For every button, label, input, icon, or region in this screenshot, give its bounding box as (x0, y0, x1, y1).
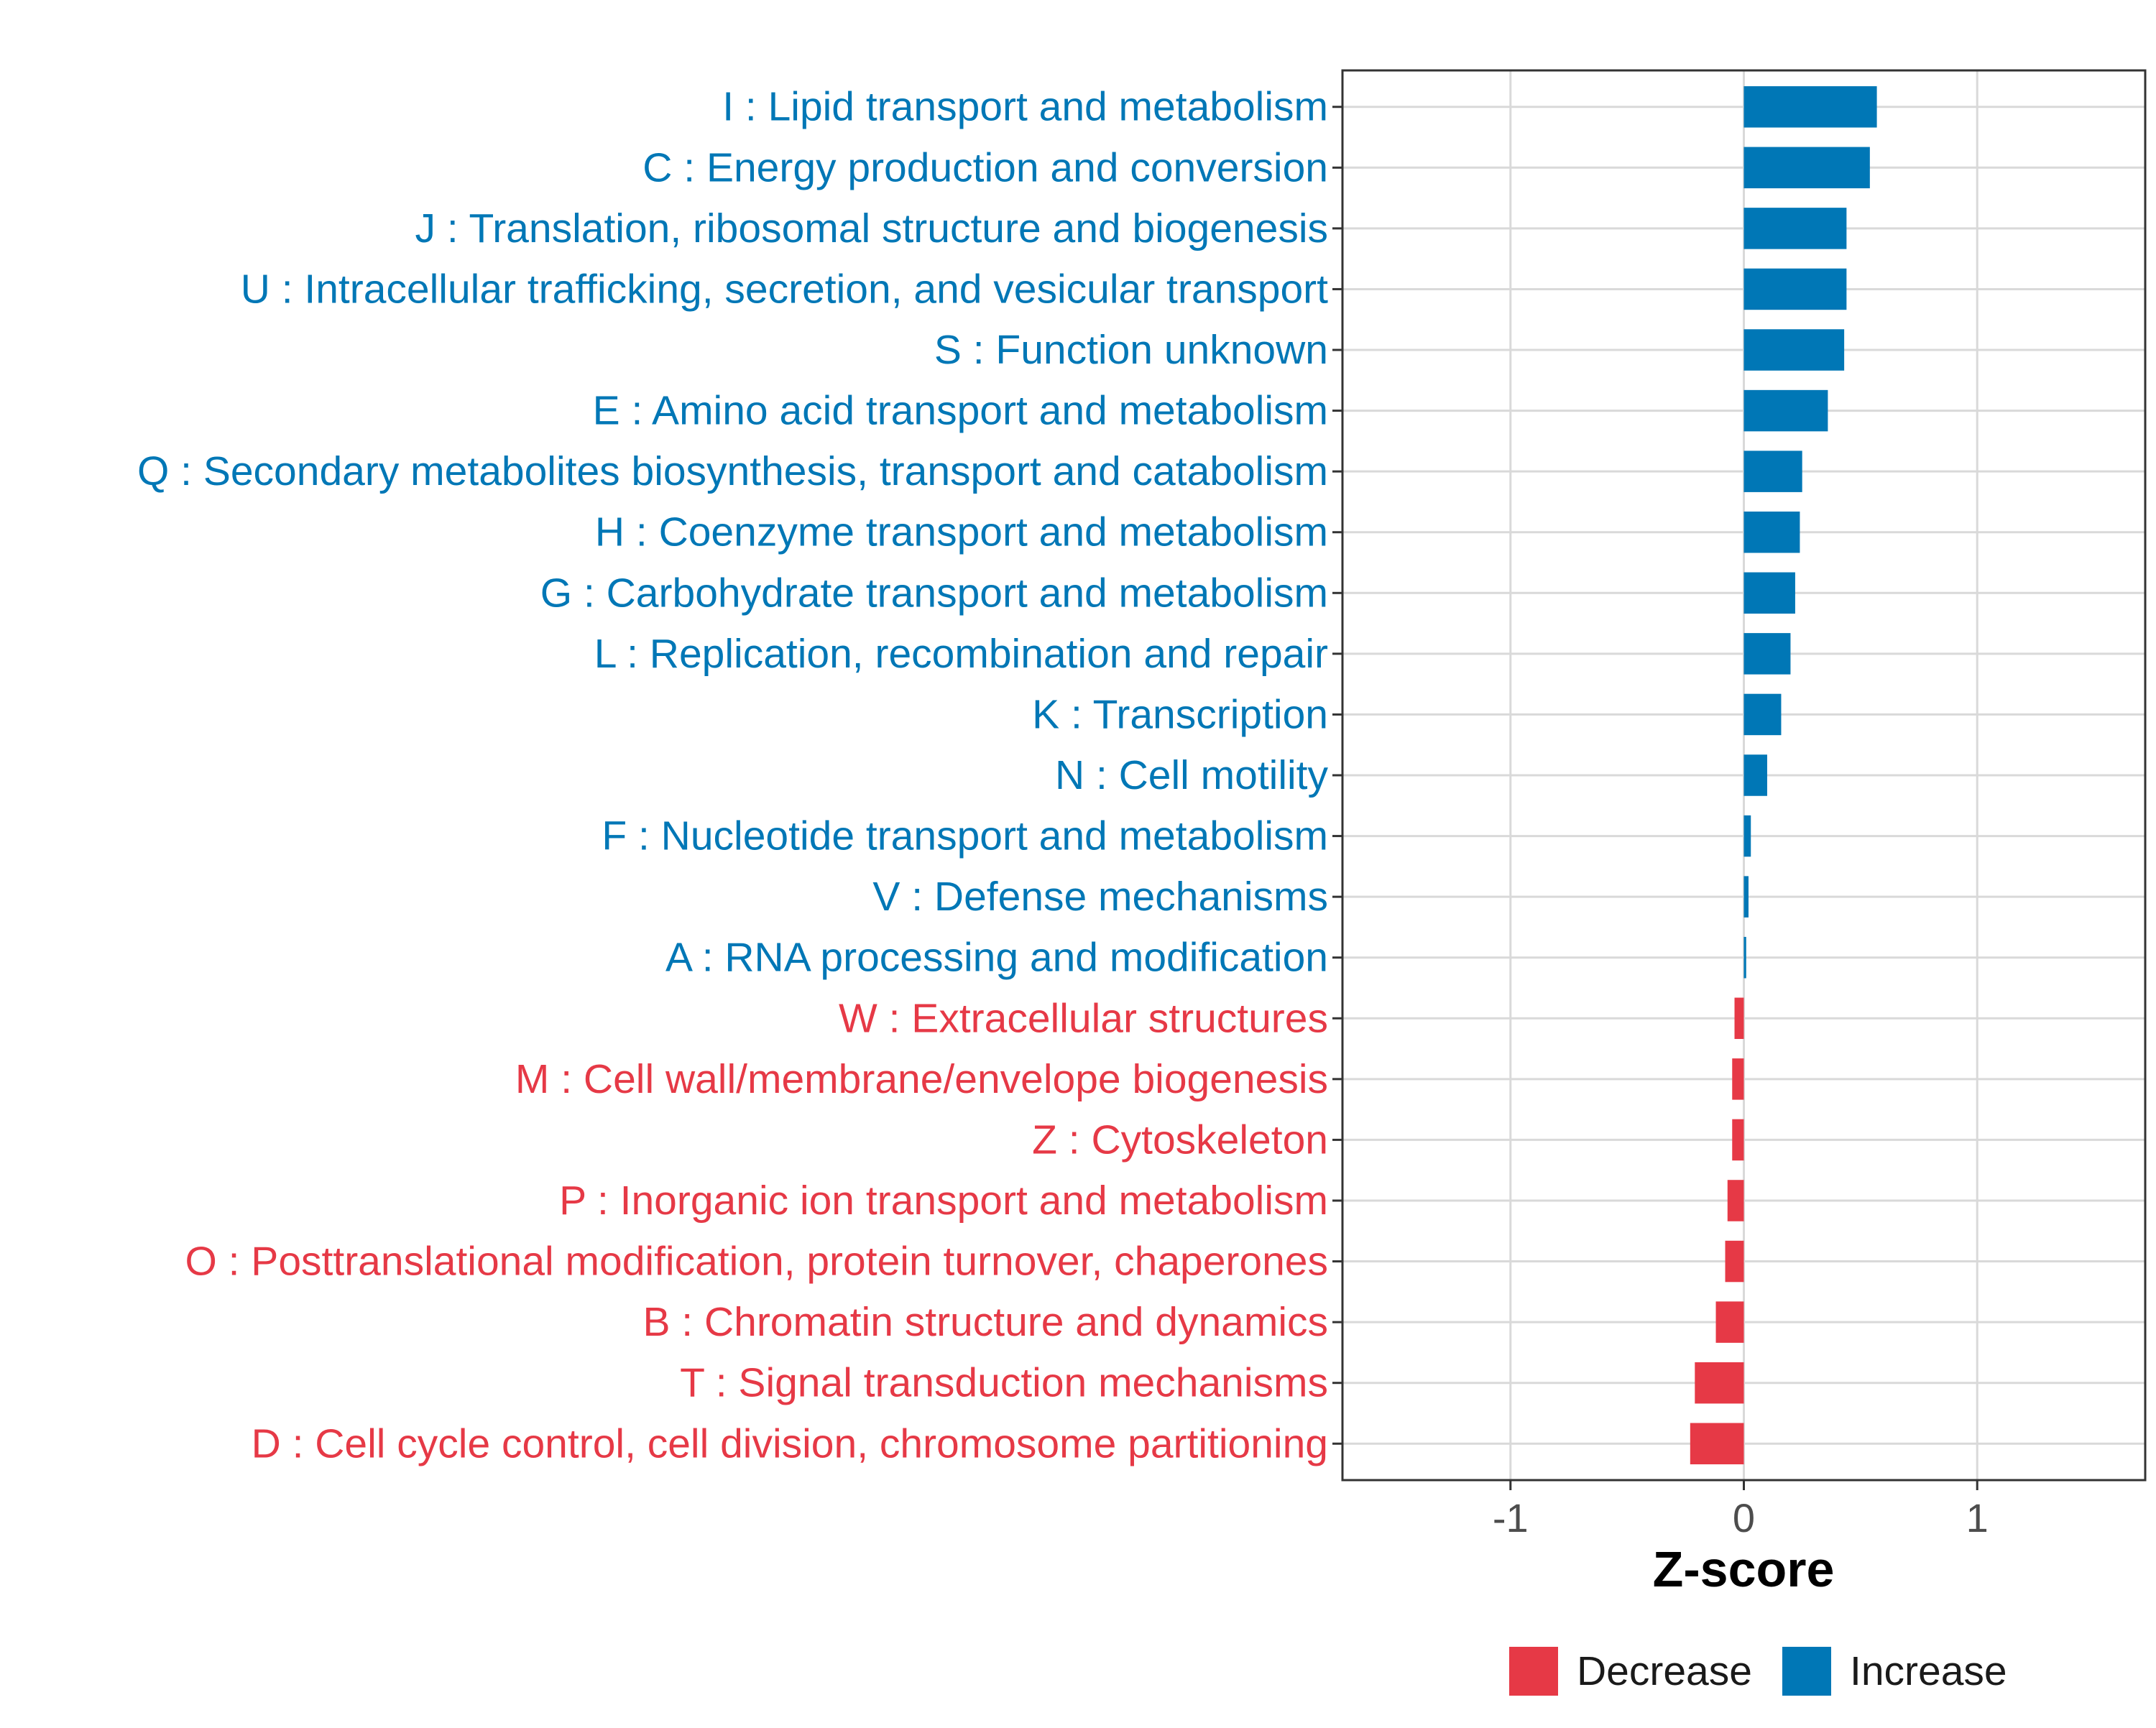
legend-label: Decrease (1577, 1648, 1752, 1694)
category-label: L : Replication, recombination and repai… (594, 631, 1328, 677)
bar (1743, 936, 1746, 979)
bar (1743, 329, 1845, 371)
legend-swatch (1509, 1647, 1558, 1696)
category-label: F : Nucleotide transport and metabolism (602, 813, 1328, 859)
legend: Decrease Increase (1509, 1647, 2007, 1696)
category-label: E : Amino acid transport and metabolism (593, 388, 1328, 434)
category-label: H : Coenzyme transport and metabolism (595, 509, 1328, 555)
bars (1690, 86, 1877, 1465)
bar (1727, 1180, 1744, 1221)
x-tick-label: -1 (1493, 1495, 1529, 1540)
bar (1743, 693, 1782, 736)
category-label: D : Cell cycle control, cell division, c… (252, 1420, 1328, 1466)
category-label: U : Intracellular trafficking, secretion… (241, 266, 1328, 312)
bar (1743, 572, 1795, 614)
category-label: V : Defense mechanisms (872, 874, 1328, 920)
category-label: B : Chromatin structure and dynamics (642, 1299, 1328, 1345)
x-tick-label: 0 (1733, 1495, 1755, 1540)
bar (1743, 815, 1751, 857)
bar (1743, 511, 1800, 553)
category-label: Z : Cytoskeleton (1032, 1117, 1328, 1163)
category-label: W : Extracellular structures (839, 995, 1328, 1041)
category-label: K : Transcription (1032, 691, 1328, 737)
bar (1743, 389, 1828, 432)
bar (1715, 1301, 1744, 1343)
y-axis-ticks (1332, 106, 1342, 1445)
bar (1743, 268, 1847, 310)
bar (1732, 1119, 1744, 1161)
category-label: N : Cell motility (1055, 752, 1329, 798)
category-label: Q : Secondary metabolites biosynthesis, … (137, 448, 1328, 494)
bar (1743, 876, 1749, 918)
bar (1743, 147, 1870, 189)
category-label: T : Signal transduction mechanisms (680, 1360, 1328, 1406)
category-label: P : Inorganic ion transport and metaboli… (559, 1178, 1328, 1224)
category-label: I : Lipid transport and metabolism (722, 84, 1328, 130)
x-axis-ticks (1509, 1480, 1978, 1490)
category-label: J : Translation, ribosomal structure and… (415, 205, 1328, 251)
bar (1743, 86, 1877, 128)
x-axis-title: Z-score (1653, 1541, 1835, 1597)
bar (1743, 451, 1802, 492)
category-label: S : Function unknown (934, 327, 1328, 373)
category-label: G : Carbohydrate transport and metabolis… (540, 570, 1328, 616)
x-tick-label: 1 (1966, 1495, 1989, 1540)
bar (1690, 1423, 1744, 1465)
category-label: A : RNA processing and modification (665, 935, 1328, 981)
bar (1725, 1240, 1744, 1283)
y-axis-labels: I : Lipid transport and metabolism C : En… (137, 84, 1329, 1467)
category-label: M : Cell wall/membrane/envelope biogenes… (515, 1056, 1328, 1102)
category-label: O : Posttranslational modification, prot… (185, 1239, 1328, 1285)
bar (1743, 208, 1847, 249)
legend-swatch (1782, 1647, 1831, 1696)
bar (1695, 1362, 1744, 1404)
bar (1743, 633, 1791, 675)
category-label: C : Energy production and conversion (642, 144, 1328, 190)
legend-label: Increase (1850, 1648, 2007, 1694)
bar (1734, 997, 1744, 1040)
bar (1732, 1058, 1744, 1100)
bar (1743, 754, 1767, 796)
x-axis-labels: -1 0 1 (1493, 1495, 1989, 1540)
